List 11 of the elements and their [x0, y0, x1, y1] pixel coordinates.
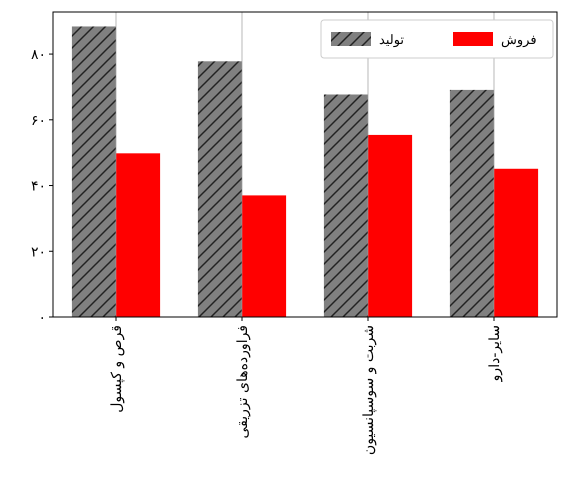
x-tick-label: فراورده‌های تزریقی: [235, 325, 251, 438]
x-tick-label: شربت و سوسپانسیون: [361, 325, 377, 456]
y-tick-label: ۶۰: [30, 112, 46, 129]
y-tick-label: ۰: [38, 310, 46, 326]
y-tick-label: ۴۰: [30, 178, 46, 195]
legend-label: فروش: [501, 33, 537, 48]
x-tick-label: سایر-دارو: [487, 325, 503, 382]
y-tick-label: ۲۰: [30, 244, 46, 260]
y-tick-label: ۸۰: [30, 47, 46, 64]
legend-label: تولید: [379, 33, 404, 48]
x-tick-label: قرص و کپسول: [109, 325, 125, 413]
